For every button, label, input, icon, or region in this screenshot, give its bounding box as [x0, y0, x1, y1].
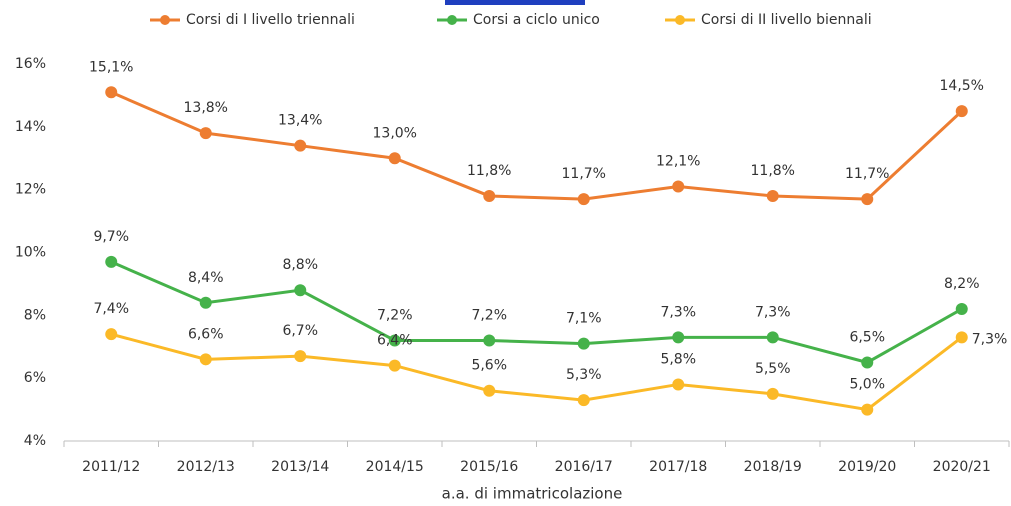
point [294, 284, 307, 297]
legend-label: Corsi di I livello triennali [186, 12, 355, 28]
value-label: 7,2% [377, 307, 413, 323]
value-label: 14,5% [940, 78, 984, 94]
legend-marker [447, 15, 457, 25]
value-label: 5,5% [755, 361, 791, 377]
value-label: 11,7% [562, 166, 606, 182]
point [294, 350, 307, 363]
value-label: 13,0% [373, 125, 417, 141]
value-label: 5,0% [849, 377, 885, 393]
value-label: 6,6% [188, 326, 224, 342]
point [199, 127, 212, 140]
x-tick-label: 2011/12 [82, 459, 140, 475]
point [577, 337, 590, 350]
value-label: 13,8% [184, 100, 228, 116]
x-tick-label: 2013/14 [271, 459, 329, 475]
point [388, 359, 401, 372]
series-line [110, 90, 963, 201]
y-tick-label: 6% [24, 370, 46, 386]
value-label: 5,6% [471, 358, 507, 374]
x-axis-label: a.a. di immatricolazione [442, 485, 623, 503]
legend-label: Corsi a ciclo unico [473, 12, 600, 28]
point [105, 328, 118, 341]
value-label: 11,8% [751, 163, 795, 179]
point [388, 334, 401, 347]
point [483, 334, 496, 347]
value-label: 11,8% [467, 163, 511, 179]
point [766, 189, 779, 202]
value-label: 9,7% [93, 229, 129, 245]
header-fragment [445, 0, 585, 5]
y-tick-label: 14% [15, 119, 46, 135]
legend-marker [675, 15, 685, 25]
value-label: 7,3% [660, 304, 696, 320]
series-line [110, 260, 963, 365]
x-tick-label: 2012/13 [177, 459, 235, 475]
y-tick-label: 4% [24, 433, 46, 449]
series-line [110, 332, 963, 412]
point [294, 139, 307, 152]
point [388, 152, 401, 165]
value-label: 6,5% [849, 329, 885, 345]
point [483, 384, 496, 397]
point [483, 189, 496, 202]
value-label: 8,8% [282, 257, 318, 273]
legend-marker [160, 15, 170, 25]
value-label: 13,4% [278, 113, 322, 129]
x-tick-label: 2014/15 [366, 459, 424, 475]
y-tick-label: 12% [15, 182, 46, 198]
value-label: 8,4% [188, 270, 224, 286]
value-label: 6,7% [282, 323, 318, 339]
point [955, 303, 968, 316]
value-label: 15,1% [89, 59, 133, 75]
point [861, 193, 874, 206]
point [199, 353, 212, 366]
point [955, 331, 968, 344]
value-label: 5,8% [660, 351, 696, 367]
x-tick-label: 2020/21 [933, 459, 991, 475]
point [672, 180, 685, 193]
x-tick-label: 2017/18 [649, 459, 707, 475]
value-label: 7,4% [93, 301, 129, 317]
point [766, 387, 779, 400]
point [105, 255, 118, 268]
point [577, 394, 590, 407]
point [766, 331, 779, 344]
value-label: 7,2% [471, 307, 507, 323]
point [955, 105, 968, 118]
y-tick-label: 8% [24, 307, 46, 323]
value-label: 12,1% [656, 154, 700, 170]
value-label: 11,7% [845, 166, 889, 182]
x-tick-label: 2019/20 [838, 459, 896, 475]
legend-label: Corsi di II livello biennali [701, 12, 872, 28]
y-tick-label: 10% [15, 245, 46, 261]
value-label: 7,3% [755, 304, 791, 320]
value-label: 8,2% [944, 276, 980, 292]
value-label: 7,1% [566, 311, 602, 327]
value-label: 6,4% [377, 333, 413, 349]
value-label: 5,3% [566, 367, 602, 383]
point [105, 86, 118, 99]
value-label: 7,3% [972, 331, 1008, 347]
point [861, 403, 874, 416]
x-tick-label: 2016/17 [555, 459, 613, 475]
point [672, 378, 685, 391]
point [672, 331, 685, 344]
x-tick-label: 2015/16 [460, 459, 518, 475]
point [861, 356, 874, 369]
point [577, 193, 590, 206]
y-tick-label: 16% [15, 56, 46, 72]
point [199, 296, 212, 309]
x-tick-label: 2018/19 [744, 459, 802, 475]
